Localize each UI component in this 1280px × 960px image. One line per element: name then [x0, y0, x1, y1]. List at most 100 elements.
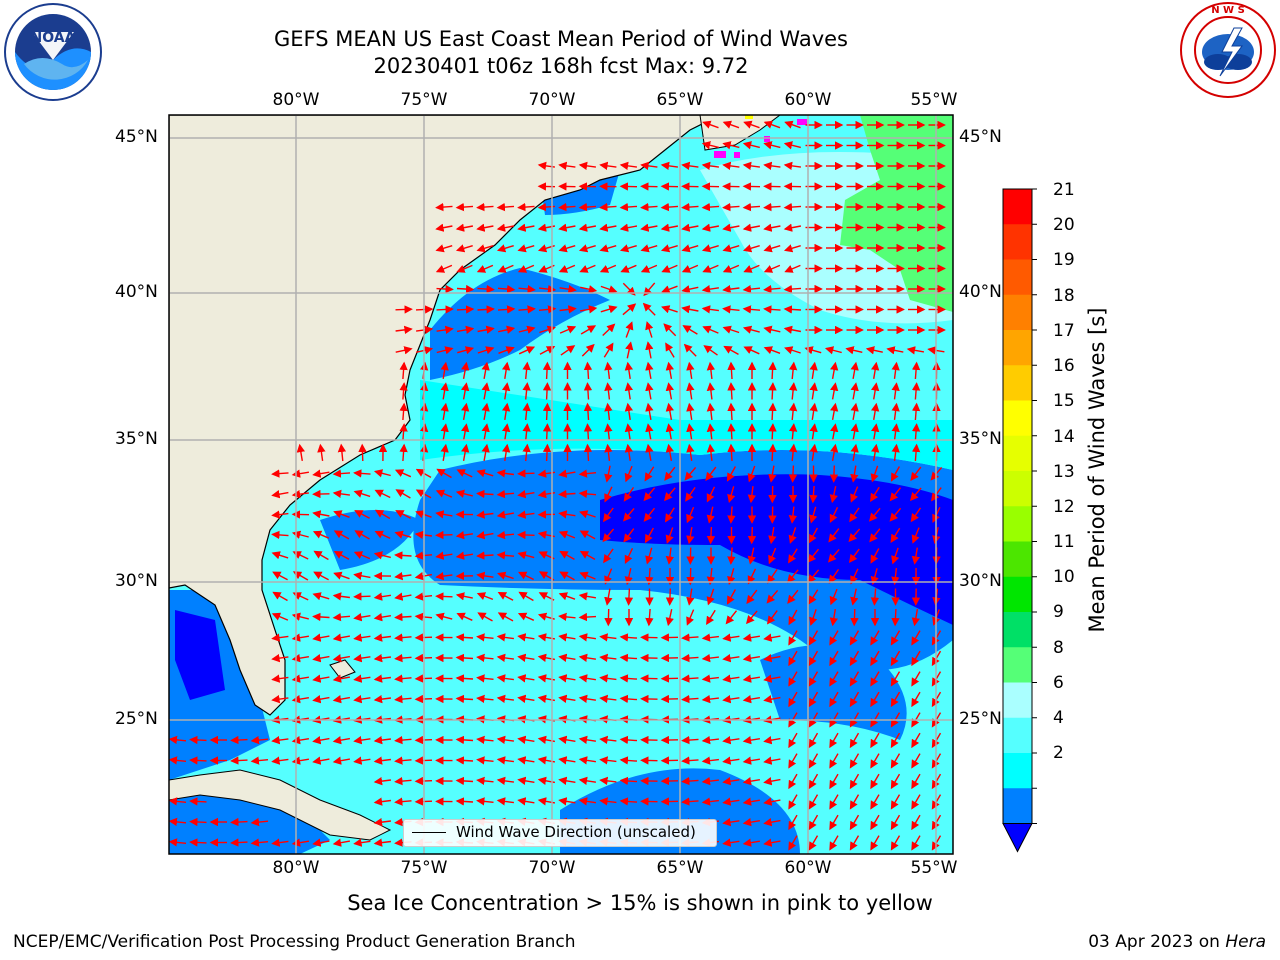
- wave-direction-arrow: [599, 776, 617, 786]
- colorbar-tick: 11: [1053, 532, 1075, 552]
- wave-direction-arrow: [768, 361, 777, 380]
- wave-direction-arrow: [768, 443, 777, 462]
- wave-direction-arrow: [870, 753, 880, 769]
- wave-direction-arrow: [353, 653, 371, 663]
- wave-direction-arrow: [599, 244, 617, 253]
- wave-direction-arrow: [702, 325, 719, 334]
- wave-direction-arrow: [788, 548, 798, 564]
- wave-direction-arrow: [169, 817, 187, 827]
- wave-direction-arrow: [169, 735, 187, 745]
- wave-direction-arrow: [722, 838, 740, 847]
- lon-label-top: 65°W: [656, 90, 704, 110]
- colorbar-segment: [1003, 717, 1032, 754]
- wave-direction-arrow: [271, 756, 289, 765]
- wave-direction-arrow: [353, 613, 371, 622]
- wave-direction-arrow: [645, 321, 654, 338]
- wave-direction-arrow: [809, 485, 818, 504]
- wave-direction-arrow: [829, 794, 839, 810]
- wave-direction-arrow: [476, 571, 494, 581]
- wave-direction-arrow: [701, 694, 719, 704]
- colorbar-tick: 14: [1053, 427, 1075, 447]
- wave-direction-arrow: [440, 423, 449, 441]
- wave-direction-arrow: [272, 591, 288, 602]
- wave-direction-arrow: [890, 732, 901, 749]
- wave-direction-arrow: [783, 202, 802, 212]
- wave-direction-arrow: [558, 510, 576, 519]
- wave-direction-arrow: [660, 244, 678, 253]
- wave-direction-arrow: [312, 674, 330, 683]
- wave-direction-arrow: [374, 530, 391, 540]
- wave-direction-arrow: [665, 361, 674, 380]
- wave-direction-arrow: [599, 694, 617, 704]
- wave-direction-arrow: [824, 346, 842, 355]
- wave-direction-arrow: [722, 633, 740, 642]
- wave-direction-arrow: [455, 592, 473, 601]
- colorbar-tick: 13: [1053, 462, 1075, 482]
- wave-direction-arrow: [558, 223, 576, 232]
- wave-direction-arrow: [809, 506, 818, 524]
- colorbar-extension: [1002, 823, 1033, 853]
- wave-direction-arrow: [189, 817, 207, 827]
- wave-direction-arrow: [604, 402, 613, 420]
- wave-direction-arrow: [579, 530, 596, 540]
- wave-direction-arrow: [477, 305, 495, 314]
- wave-direction-arrow: [870, 650, 880, 667]
- wave-direction-arrow: [476, 653, 494, 663]
- wave-direction-arrow: [829, 671, 839, 687]
- wave-direction-arrow: [476, 489, 494, 499]
- wave-direction-arrow: [373, 817, 391, 827]
- wave-direction-arrow: [911, 814, 921, 831]
- wave-period-zone: [430, 268, 610, 380]
- wave-direction-arrow: [435, 264, 453, 273]
- wave-direction-arrow: [788, 671, 798, 687]
- wave-direction-arrow: [788, 382, 798, 400]
- wave-direction-arrow: [604, 443, 613, 461]
- colorbar-tick: 10: [1053, 567, 1075, 587]
- colorbar-segment: [1003, 435, 1032, 472]
- wave-direction-arrow: [702, 120, 719, 129]
- wave-direction-arrow: [477, 284, 495, 294]
- wave-direction-arrow: [890, 835, 901, 851]
- wave-direction-arrow: [911, 753, 921, 769]
- wave-direction-arrow: [497, 284, 516, 294]
- wave-direction-arrow: [496, 469, 514, 478]
- lon-label-top: 75°W: [400, 90, 448, 110]
- wave-direction-arrow: [722, 202, 740, 212]
- map-title: GEFS MEAN US East Coast Mean Period of W…: [274, 27, 848, 51]
- lon-label-top: 55°W: [910, 90, 958, 110]
- wave-direction-arrow: [476, 531, 494, 540]
- wave-direction-arrow: [558, 653, 576, 662]
- wave-direction-arrow: [604, 361, 613, 379]
- wave-direction-arrow: [665, 547, 675, 565]
- wave-direction-arrow: [271, 510, 289, 519]
- wave-direction-arrow: [476, 735, 494, 745]
- wave-direction-arrow: [353, 674, 371, 683]
- wave-direction-arrow: [788, 609, 798, 626]
- wave-direction-arrow: [910, 507, 922, 523]
- wave-direction-arrow: [871, 402, 880, 421]
- wave-direction-arrow: [496, 489, 515, 499]
- wave-direction-arrow: [455, 735, 474, 745]
- wave-direction-arrow: [542, 423, 552, 441]
- wave-direction-arrow: [808, 835, 819, 851]
- wave-direction-arrow: [455, 244, 473, 253]
- wave-direction-arrow: [686, 609, 695, 626]
- colorbar-tick: 12: [1053, 497, 1075, 517]
- wave-direction-arrow: [600, 305, 618, 314]
- wave-direction-arrow: [701, 776, 719, 786]
- wave-direction-arrow: [602, 323, 616, 337]
- wave-direction-arrow: [518, 591, 534, 602]
- wave-direction-arrow: [332, 592, 350, 601]
- wave-direction-arrow: [763, 161, 781, 171]
- wave-direction-arrow: [681, 694, 699, 704]
- wave-direction-arrow: [727, 382, 736, 400]
- wave-direction-arrow: [848, 528, 861, 543]
- wave-direction-arrow: [727, 443, 736, 462]
- wave-direction-arrow: [808, 753, 819, 769]
- wave-direction-arrow: [542, 382, 552, 400]
- wave-direction-arrow: [578, 694, 597, 704]
- sea-ice: [714, 151, 726, 158]
- wave-direction-arrow: [599, 756, 617, 765]
- wave-direction-arrow: [911, 382, 921, 400]
- wave-direction-arrow: [681, 735, 699, 745]
